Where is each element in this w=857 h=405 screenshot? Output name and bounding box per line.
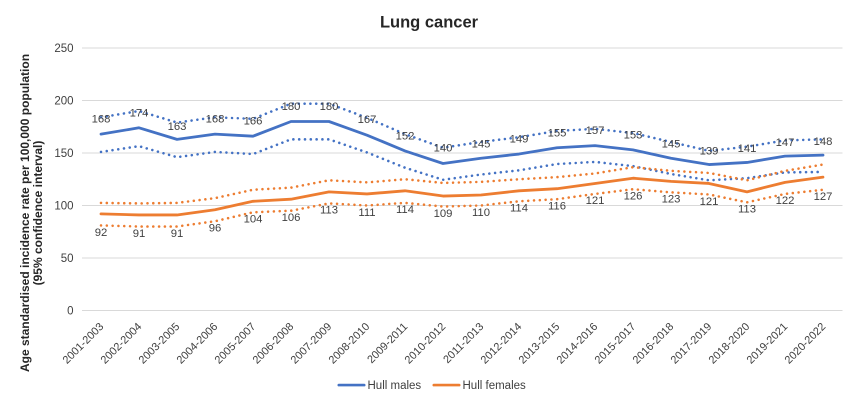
svg-text:155: 155 — [548, 127, 567, 139]
svg-text:109: 109 — [434, 208, 453, 220]
svg-text:122: 122 — [776, 195, 795, 207]
svg-text:139: 139 — [700, 145, 719, 157]
svg-text:116: 116 — [548, 201, 566, 213]
svg-text:110: 110 — [472, 207, 490, 219]
svg-text:121: 121 — [700, 196, 719, 208]
svg-text:174: 174 — [130, 107, 149, 119]
svg-text:147: 147 — [776, 137, 795, 149]
svg-text:91: 91 — [171, 228, 184, 240]
svg-text:Age standardised incidence rat: Age standardised incidence rate per 100,… — [18, 54, 32, 372]
svg-text:126: 126 — [624, 191, 643, 203]
svg-text:157: 157 — [586, 125, 605, 137]
svg-text:113: 113 — [320, 205, 338, 217]
svg-text:123: 123 — [662, 194, 681, 206]
svg-text:145: 145 — [662, 138, 681, 150]
svg-text:100: 100 — [54, 201, 73, 213]
svg-text:113: 113 — [738, 204, 756, 216]
svg-text:106: 106 — [282, 212, 301, 224]
svg-text:140: 140 — [434, 143, 453, 155]
svg-text:96: 96 — [209, 223, 222, 235]
svg-text:Lung cancer: Lung cancer — [380, 14, 479, 32]
svg-text:145: 145 — [472, 138, 491, 150]
svg-text:163: 163 — [168, 121, 187, 133]
svg-text:92: 92 — [95, 227, 108, 239]
svg-text:121: 121 — [586, 195, 605, 207]
svg-text:167: 167 — [358, 114, 377, 126]
svg-text:Hull males: Hull males — [368, 380, 422, 392]
svg-text:152: 152 — [396, 131, 415, 143]
svg-text:149: 149 — [510, 134, 529, 146]
svg-text:50: 50 — [61, 253, 74, 265]
svg-text:200: 200 — [54, 96, 73, 108]
svg-text:104: 104 — [244, 214, 263, 226]
svg-text:114: 114 — [510, 203, 528, 215]
svg-text:148: 148 — [814, 136, 833, 148]
svg-text:180: 180 — [320, 101, 339, 113]
svg-text:168: 168 — [92, 114, 111, 126]
svg-text:150: 150 — [54, 148, 73, 160]
svg-text:141: 141 — [738, 143, 757, 155]
svg-text:0: 0 — [67, 306, 73, 318]
svg-text:166: 166 — [244, 115, 263, 127]
svg-text:168: 168 — [206, 114, 225, 126]
svg-text:114: 114 — [396, 204, 414, 216]
svg-text:127: 127 — [814, 191, 833, 203]
svg-text:111: 111 — [358, 207, 375, 219]
svg-text:250: 250 — [54, 43, 73, 55]
svg-text:153: 153 — [624, 129, 643, 141]
svg-text:91: 91 — [133, 228, 146, 240]
svg-text:180: 180 — [282, 101, 301, 113]
svg-text:Hull females: Hull females — [463, 380, 527, 392]
svg-text:(95% confidence interval): (95% confidence interval) — [31, 141, 45, 286]
